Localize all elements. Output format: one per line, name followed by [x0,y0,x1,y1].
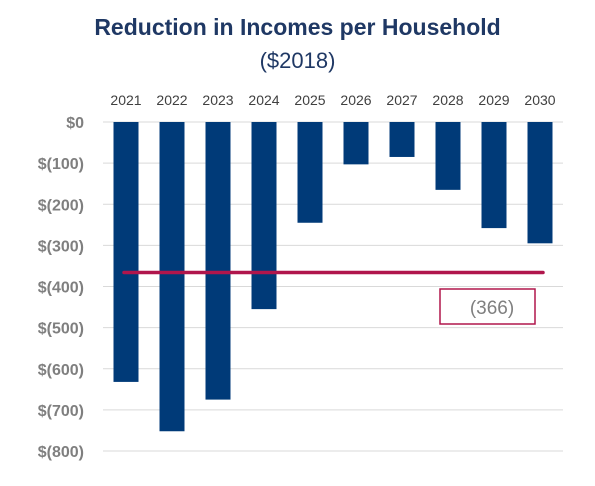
y-tick-label: $(800) [38,444,84,461]
x-tick-label: 2028 [432,92,463,108]
y-tick-label: $(700) [38,403,84,420]
x-tick-label: 2022 [156,92,187,108]
bar [389,122,415,157]
bar [159,122,185,432]
y-tick-label: $(600) [38,362,84,379]
y-tick-label: $0 [66,115,84,132]
x-tick-label: 2021 [110,92,141,108]
x-tick-label: 2030 [524,92,555,108]
bar [527,122,553,244]
bar [205,122,231,400]
bar [435,122,461,190]
y-tick-label: $(100) [38,156,84,173]
reference-label-box [439,288,536,325]
y-axis-ticks: $0 $(100) $(200) $(300) $(400) $(500) $(600) $(… [38,115,84,461]
chart-subtitle: ($2018) [259,48,336,73]
y-tick-label: $(500) [38,321,84,338]
reference-label: (366) [470,298,514,319]
bar [113,122,139,382]
y-tick-label: $(300) [38,238,84,255]
bar [481,122,507,229]
x-axis-ticks: 2021 2022 2023 2024 2025 2026 2027 2028 2029 2030 [110,92,555,108]
bars [113,122,553,432]
reference-line-group: (366) [122,270,545,325]
bar [343,122,369,165]
bar [297,122,323,223]
chart-title: Reduction in Incomes per Household [94,14,501,40]
bar [251,122,277,310]
x-tick-label: 2023 [202,92,233,108]
x-tick-label: 2027 [386,92,417,108]
x-tick-label: 2025 [294,92,325,108]
y-tick-label: $(400) [38,280,84,297]
x-tick-label: 2026 [340,92,371,108]
x-tick-label: 2024 [248,92,279,108]
y-tick-label: $(200) [38,197,84,214]
x-tick-label: 2029 [478,92,509,108]
